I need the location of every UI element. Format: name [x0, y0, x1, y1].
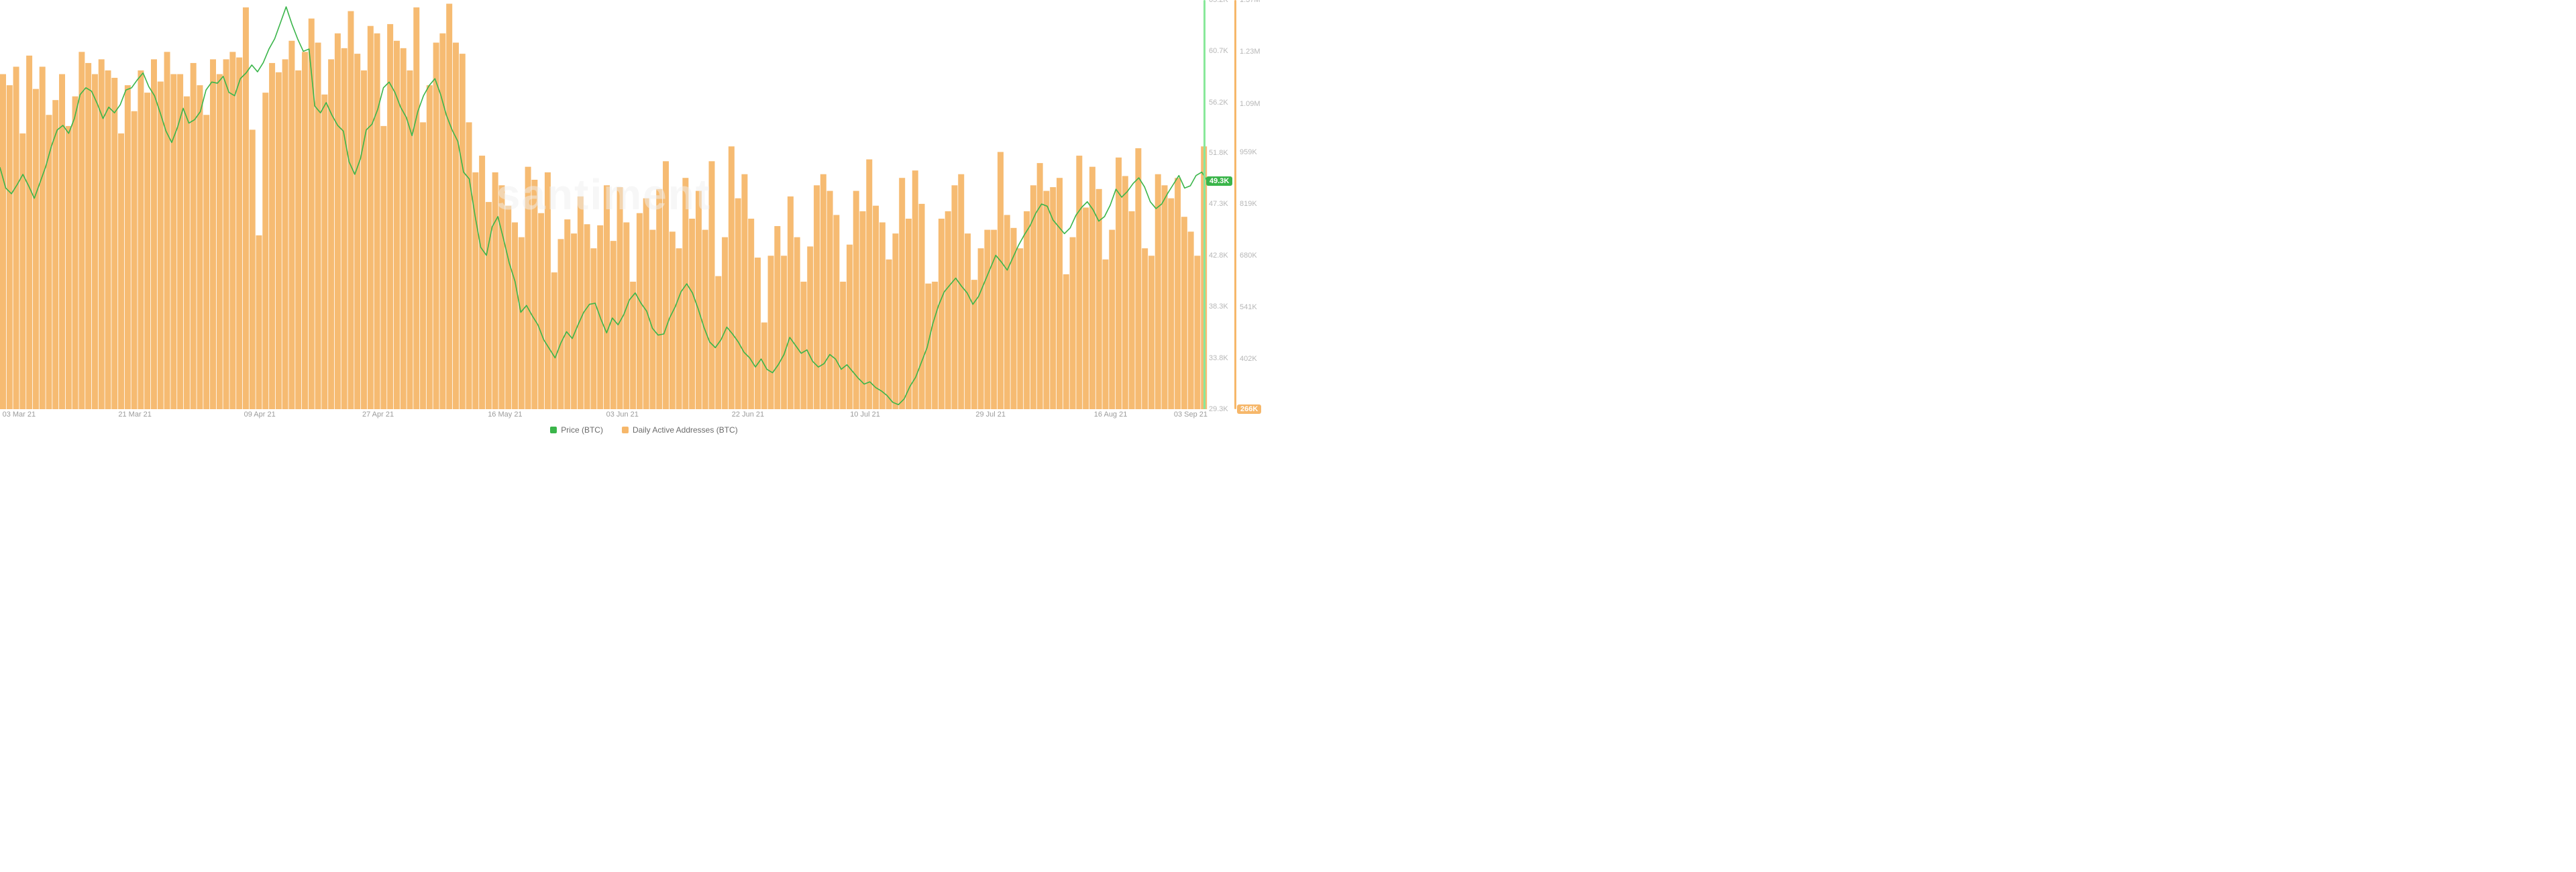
- x-tick: 16 Aug 21: [1094, 411, 1128, 419]
- legend-price-swatch: [550, 427, 557, 433]
- legend-price[interactable]: Price (BTC): [550, 425, 603, 435]
- axis-tick: 1.23M: [1240, 48, 1260, 56]
- axis-tick: 33.8K: [1209, 354, 1228, 362]
- x-tick: 09 Apr 21: [244, 411, 276, 419]
- axis-tick: 60.7K: [1209, 47, 1228, 55]
- axis-tick: 1.09M: [1240, 100, 1260, 108]
- legend-addresses[interactable]: Daily Active Addresses (BTC): [622, 425, 738, 435]
- axis-tick: 56.2K: [1209, 99, 1228, 107]
- legend-price-label: Price (BTC): [561, 425, 603, 435]
- addresses-current-badge: 266K: [1237, 404, 1261, 414]
- axis-tick: 680K: [1240, 252, 1257, 260]
- x-tick: 03 Sep 21: [1174, 411, 1208, 419]
- legend-addresses-swatch: [622, 427, 629, 433]
- axis-tick: 1.37M: [1240, 0, 1260, 4]
- price-axis-stripe: [1203, 0, 1205, 409]
- price-current-badge: 49.3K: [1206, 176, 1232, 186]
- axis-tick: 42.8K: [1209, 252, 1228, 260]
- addresses-axis-stripe: [1234, 0, 1236, 409]
- plot-svg: [0, 0, 1208, 409]
- legend: Price (BTC) Daily Active Addresses (BTC): [0, 425, 1288, 435]
- axis-tick: 51.8K: [1209, 149, 1228, 157]
- x-tick: 21 Mar 21: [118, 411, 152, 419]
- axis-tick: 959K: [1240, 148, 1257, 156]
- x-tick: 03 Jun 21: [606, 411, 639, 419]
- x-axis: 03 Mar 21 21 Mar 21 09 Apr 21 27 Apr 21 16 M…: [0, 411, 1208, 420]
- x-tick: 22 Jun 21: [732, 411, 764, 419]
- x-tick: 27 Apr 21: [362, 411, 394, 419]
- x-tick: 03 Mar 21: [3, 411, 36, 419]
- x-tick: 29 Jul 21: [975, 411, 1006, 419]
- x-tick: 16 May 21: [488, 411, 522, 419]
- addresses-axis: 1.37M1.23M1.09M959K819K680K541K402K266K2…: [1238, 0, 1269, 409]
- axis-tick: 29.3K: [1209, 405, 1228, 413]
- btc-combo-chart: santiment 65.2K 60.7K 56.2K 51.8K 47.3K 42.8K…: [0, 0, 1288, 436]
- legend-addresses-label: Daily Active Addresses (BTC): [633, 425, 738, 435]
- axis-tick: 47.3K: [1209, 200, 1228, 208]
- axis-tick: 819K: [1240, 200, 1257, 208]
- axis-tick: 65.2K: [1209, 0, 1228, 4]
- axis-tick: 402K: [1240, 355, 1257, 363]
- x-tick: 10 Jul 21: [850, 411, 880, 419]
- axis-tick: 38.3K: [1209, 303, 1228, 311]
- axis-tick: 541K: [1240, 303, 1257, 311]
- plot-area[interactable]: santiment: [0, 0, 1208, 409]
